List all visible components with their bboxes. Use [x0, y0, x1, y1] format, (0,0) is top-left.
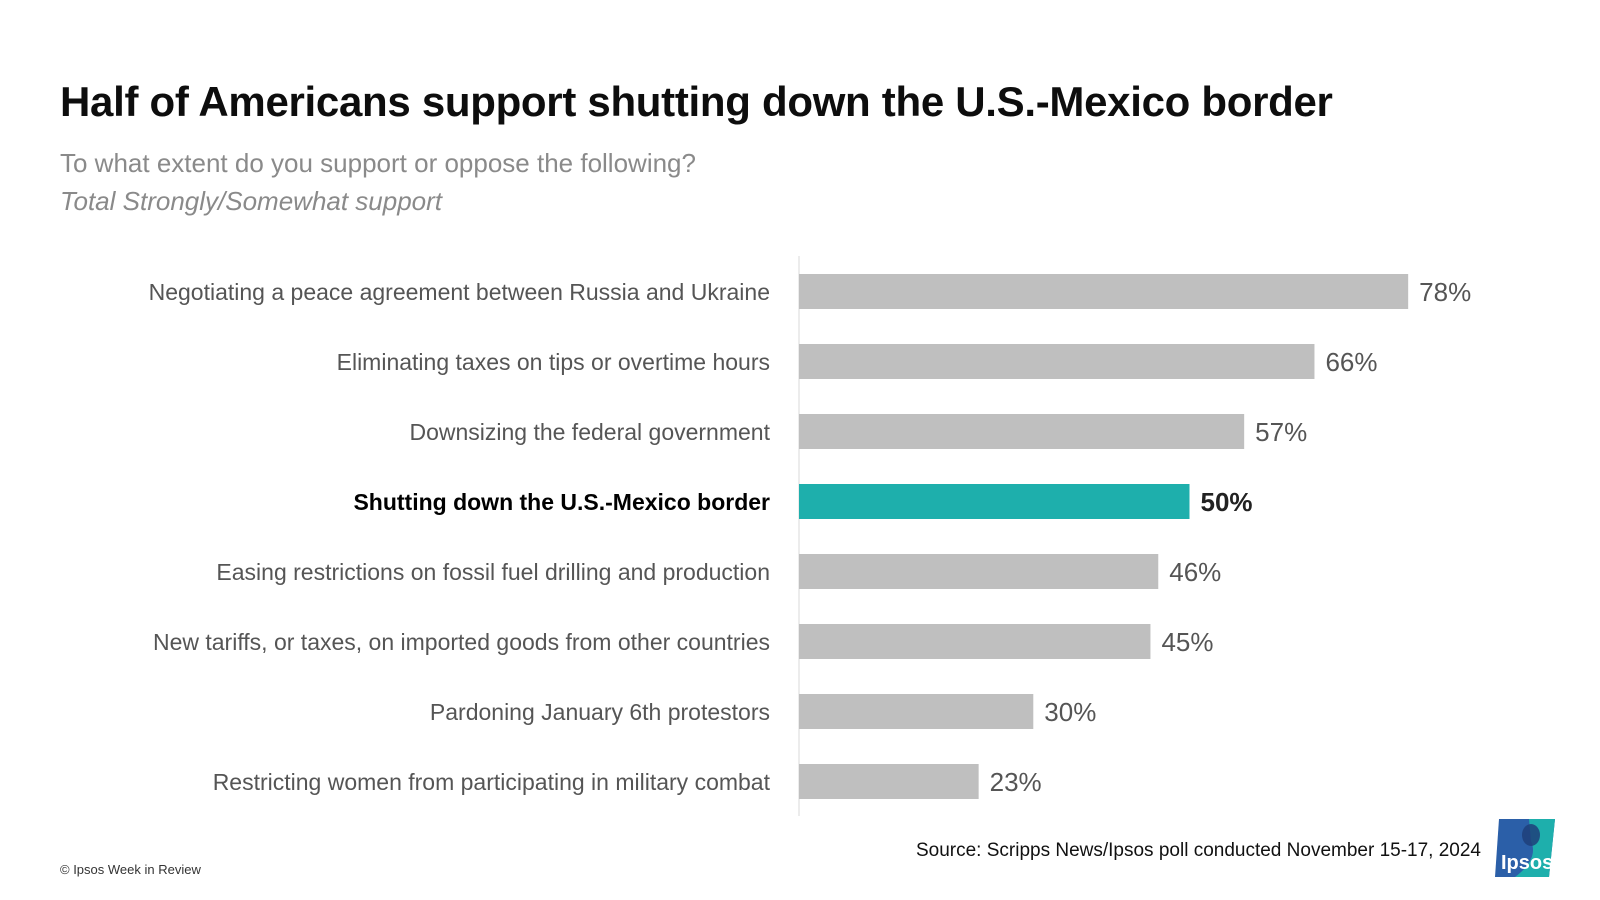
value-label-1: 66%: [1325, 346, 1378, 377]
ipsos-logo: Ipsos: [1495, 819, 1555, 877]
value-label-7: 23%: [989, 766, 1042, 797]
logo-text: Ipsos: [1501, 852, 1553, 874]
category-label-6: Pardoning January 6th protestors: [429, 698, 770, 725]
value-label-6: 30%: [1044, 696, 1097, 727]
category-label-7: Restricting women from participating in …: [212, 768, 770, 795]
value-label-4: 46%: [1169, 556, 1222, 587]
value-label-2: 57%: [1255, 416, 1308, 447]
bar-5: [799, 624, 1151, 659]
category-label-0: Negotiating a peace agreement between Ru…: [148, 278, 770, 305]
bar-4: [799, 554, 1159, 589]
source-note: Source: Scripps News/Ipsos poll conducte…: [915, 840, 1481, 861]
bar-6: [799, 694, 1034, 729]
bar-3: [799, 484, 1190, 519]
value-label-3: 50%: [1200, 486, 1253, 517]
bar-2: [799, 414, 1245, 449]
value-label-5: 45%: [1161, 626, 1214, 657]
bar-0: [799, 274, 1409, 309]
logo-accent: [1515, 819, 1555, 877]
copyright-note: © Ipsos Week in Review: [60, 862, 201, 877]
bar-7: [799, 764, 979, 799]
value-label-0: 78%: [1419, 276, 1472, 307]
bar-1: [799, 344, 1315, 379]
category-label-3: Shutting down the U.S.-Mexico border: [353, 488, 770, 515]
category-label-5: New tariffs, or taxes, on imported goods…: [152, 628, 770, 655]
category-label-1: Eliminating taxes on tips or overtime ho…: [336, 348, 770, 375]
category-label-2: Downsizing the federal government: [409, 418, 770, 445]
chart-subnote: Total Strongly/Somewhat support: [60, 186, 443, 216]
chart-subtitle: To what extent do you support or oppose …: [60, 148, 696, 178]
chart-title: Half of Americans support shutting down …: [60, 78, 1333, 125]
category-label-4: Easing restrictions on fossil fuel drill…: [216, 558, 770, 585]
logo-head-shape: [1522, 824, 1540, 846]
